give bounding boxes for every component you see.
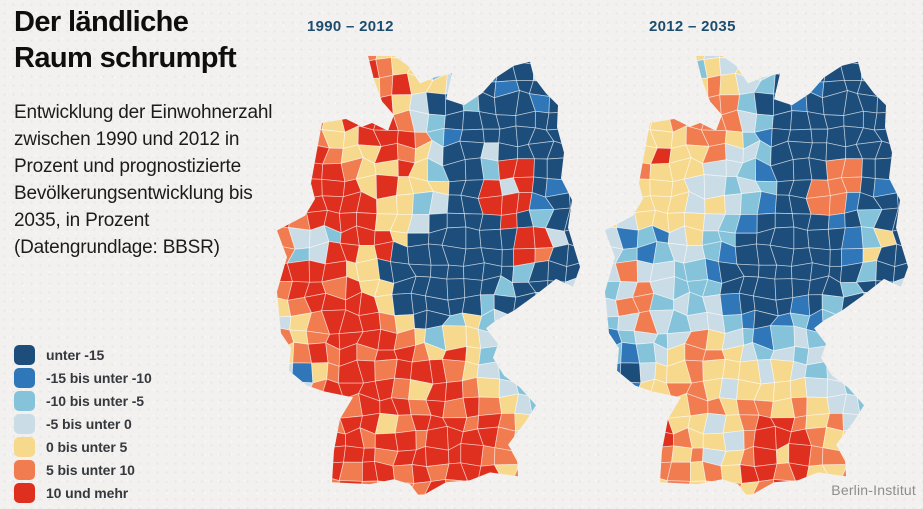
legend-item: 5 bis unter 10 (14, 460, 152, 480)
legend-swatch-cream (14, 437, 35, 457)
legend-label: 10 und mehr (46, 485, 129, 501)
legend-item: unter -15 (14, 345, 152, 365)
map-panel-1990-2012: 1990 – 2012 (274, 18, 584, 498)
subtitle-line: Entwicklung der Einwohnerzahl (14, 102, 273, 123)
legend-swatch-orange (14, 460, 35, 480)
legend-label: -15 bis unter -10 (46, 370, 152, 386)
legend-label: 5 bis unter 10 (46, 462, 135, 478)
map-period-label: 1990 – 2012 (307, 18, 394, 35)
subtitle: Entwicklung der Einwohnerzahl zwischen 1… (14, 99, 272, 261)
source-credit: Berlin-Institut (831, 482, 916, 498)
legend-label: 0 bis unter 5 (46, 439, 128, 455)
legend-swatch-pale-blue (14, 414, 35, 434)
map-panel-2012-2035: 2012 – 2035 (602, 18, 912, 498)
legend-item: 10 und mehr (14, 483, 152, 503)
subtitle-line: Prozent und prognostizierte (14, 156, 241, 177)
legend-label: -10 bis unter -5 (46, 393, 144, 409)
title-line-2: Raum schrumpft (14, 42, 237, 74)
page-title: Der ländliche Raum schrumpft (14, 4, 237, 76)
subtitle-line: zwischen 1990 und 2012 in (14, 129, 240, 150)
legend-swatch-dark-blue (14, 345, 35, 365)
subtitle-line: Bevölkerungsentwicklung bis (14, 183, 253, 204)
map-legend: unter -15 -15 bis unter -10 -10 bis unte… (14, 345, 152, 506)
map-period-label: 2012 – 2035 (649, 18, 736, 35)
legend-item: -5 bis unter 0 (14, 414, 152, 434)
choropleth-map-germany-1990-2012 (274, 44, 584, 498)
legend-item: 0 bis unter 5 (14, 437, 152, 457)
title-line-1: Der ländliche (14, 6, 189, 38)
legend-label: -5 bis unter 0 (46, 416, 132, 432)
legend-swatch-red (14, 483, 35, 503)
subtitle-line: 2035, in Prozent (14, 210, 150, 231)
legend-item: -15 bis unter -10 (14, 368, 152, 388)
legend-label: unter -15 (46, 347, 105, 363)
choropleth-map-germany-2012-2035 (602, 44, 912, 498)
subtitle-line: (Datengrundlage: BBSR) (14, 237, 220, 258)
legend-item: -10 bis unter -5 (14, 391, 152, 411)
legend-swatch-medium-blue (14, 368, 35, 388)
legend-swatch-light-blue (14, 391, 35, 411)
